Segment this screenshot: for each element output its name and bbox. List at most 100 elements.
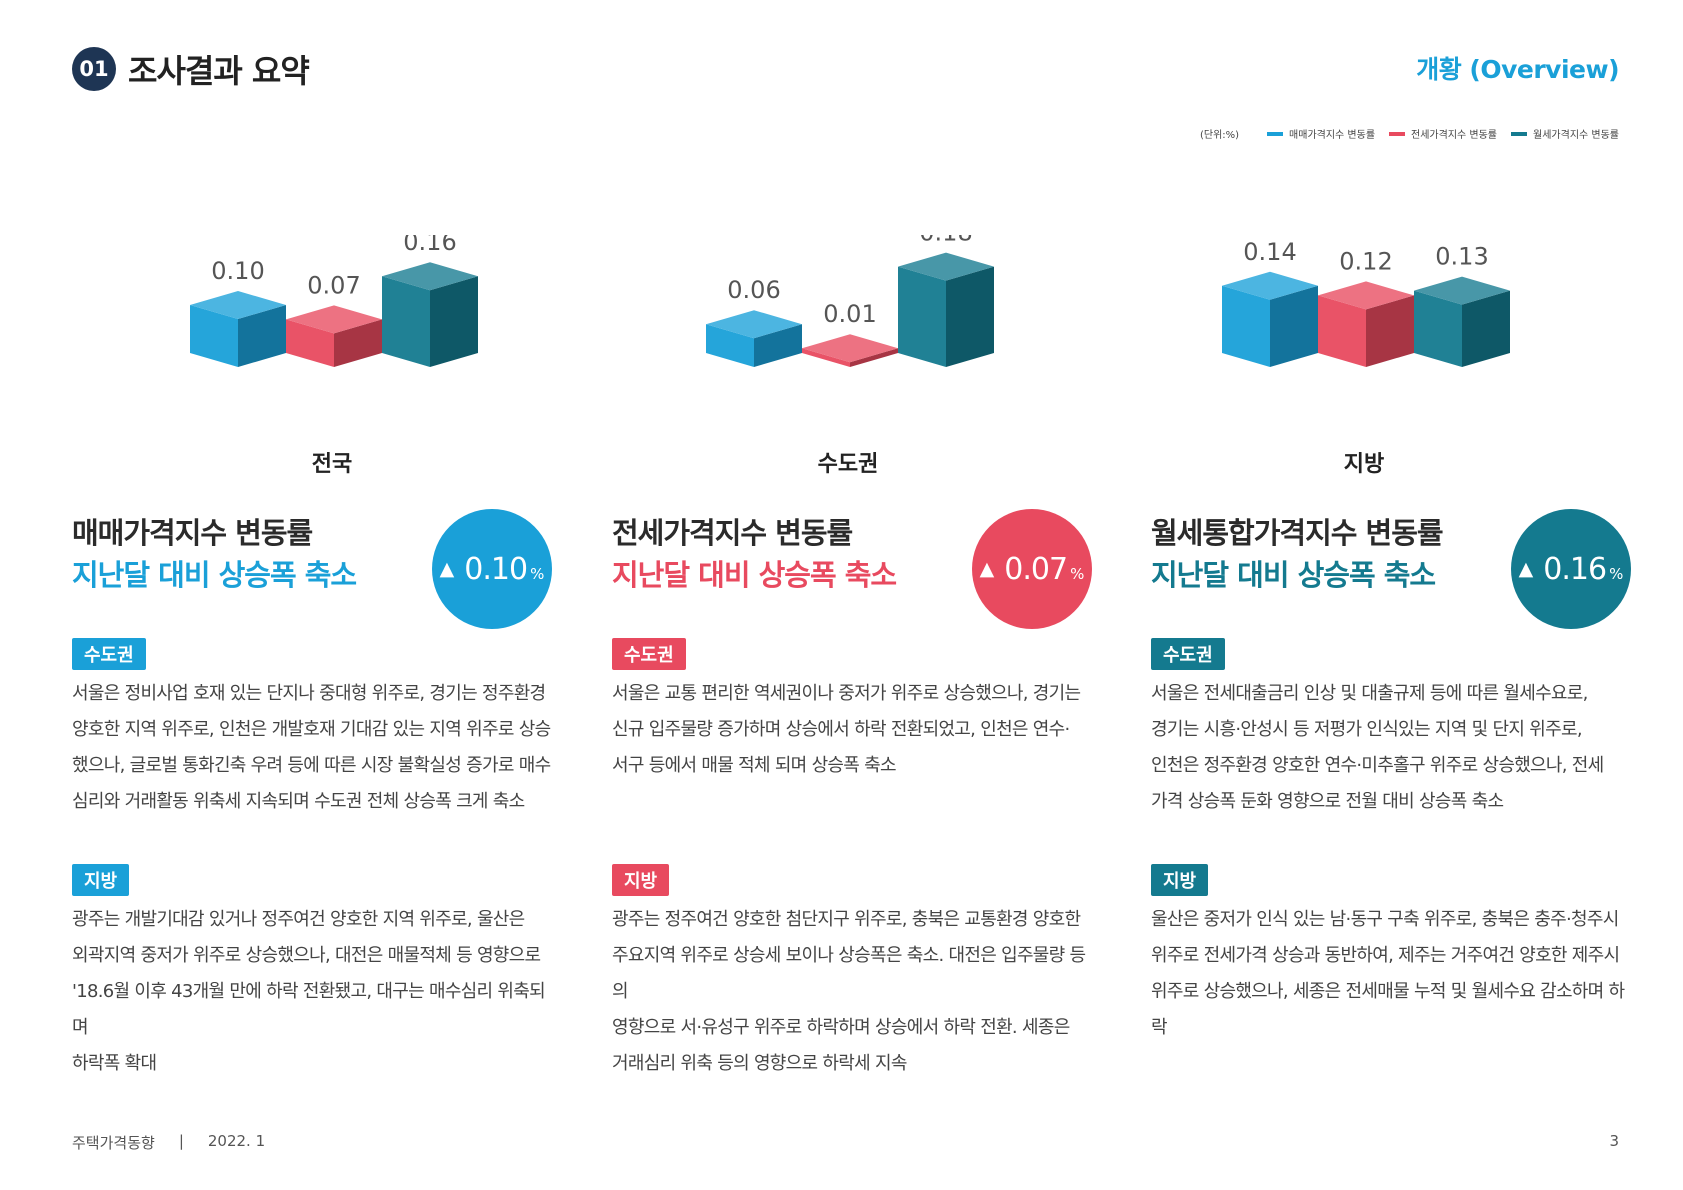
bar-top-face — [190, 291, 286, 319]
section-number-badge: 01 — [72, 47, 116, 91]
column-subtitle: 지난달 대비 상승폭 축소 — [1151, 558, 1436, 592]
page-title: 조사결과 요약 — [128, 52, 310, 90]
bar-right-face — [1270, 285, 1318, 367]
legend-swatch — [1389, 131, 1406, 136]
bar-top-face — [802, 334, 898, 363]
region-label-provinces: 지방 — [1343, 452, 1385, 477]
column-sale: 매매가격지수 변동률 지난달 대비 상승폭 축소 ▲ 0.10 % 수도권 서울… — [72, 509, 552, 1082]
bar-value-label: 0.01 — [823, 300, 876, 328]
overview-label: 개황 (Overview) — [1416, 55, 1619, 84]
capital-area-section: 수도권 서울은 전세대출금리 인상 및 대출규제 등에 따른 월세수요로, 경기… — [1151, 638, 1631, 820]
bar-right-face — [334, 319, 382, 367]
change-rate-value: 0.16 — [1543, 551, 1607, 587]
legend-swatch — [1511, 131, 1528, 136]
bar-jeonse — [286, 305, 382, 367]
bar-value-label: 0.07 — [307, 271, 360, 299]
footer-separator: | — [178, 1132, 184, 1150]
bar-monthly — [1414, 276, 1510, 367]
bar-top-face — [898, 252, 994, 281]
region-label-capital-area: 수도권 — [817, 452, 879, 477]
region-tag: 지방 — [612, 864, 670, 896]
legend-label: 전세가격지수 변동률 — [1411, 130, 1498, 141]
publication-date: 2022. 1 — [207, 1132, 266, 1150]
description-line: 광주는 개발기대감 있거나 정주여건 양호한 지역 위주로, 울산은 — [72, 909, 525, 930]
column-title: 월세통합가격지수 변동률 — [1151, 516, 1444, 550]
column-subtitle: 지난달 대비 상승폭 축소 — [612, 558, 897, 592]
chart-provinces: 0.14 0.12 0.13 — [1212, 235, 1632, 475]
description-line: 서구 등에서 매물 적체 되며 상승폭 축소 — [612, 755, 897, 776]
description-line: 영향으로 서·유성구 위주로 하락하며 상승에서 하락 전환. 세종은 — [612, 1017, 1070, 1038]
up-triangle-icon: ▲ — [979, 558, 995, 580]
footer: 주택가격동향 | 2022. 1 — [72, 1132, 265, 1153]
bar-right-face — [754, 324, 802, 367]
description-line: 외곽지역 중저가 위주로 상승했으나, 대전은 매물적체 등 영향으로 — [72, 945, 541, 966]
section-header: 01 조사결과 요약 — [72, 46, 310, 92]
capital-area-section: 수도권 서울은 정비사업 호재 있는 단지나 중대형 위주로, 경기는 정주환경… — [72, 638, 552, 820]
bar-value-label: 0.13 — [1435, 243, 1488, 271]
bar-right-face — [946, 266, 994, 367]
description-line: 인천은 정주환경 양호한 연수·미추홀구 위주로 상승했으나, 전세 — [1151, 755, 1604, 776]
legend-unit: (단위:%) — [1199, 130, 1240, 141]
bar-left-face — [190, 305, 238, 367]
description-line: 가격 상승폭 둔화 영향으로 전월 대비 상승폭 축소 — [1151, 791, 1504, 812]
change-rate-circle: ▲ 0.16 % — [1511, 509, 1631, 629]
legend-item-monthly: 월세가격지수 변동률 — [1511, 126, 1619, 141]
description-line: 주요지역 위주로 상승세 보이나 상승폭은 축소. 대전은 입주물량 등의 — [612, 945, 1086, 1002]
bar-top-face — [1318, 281, 1414, 310]
legend-item-jeonse: 전세가격지수 변동률 — [1389, 126, 1497, 141]
publication-name: 주택가격동향 — [72, 1134, 155, 1152]
bar-value-label: 0.10 — [211, 257, 264, 285]
bar-right-face — [1462, 290, 1510, 367]
chart-svg: 0.14 0.12 0.13 — [1222, 238, 1510, 367]
legend-item-sale: 매매가격지수 변동률 — [1267, 126, 1375, 141]
bar-monthly — [382, 262, 478, 367]
change-rate-unit: % — [1609, 565, 1624, 583]
bar-monthly — [898, 252, 994, 367]
bar-left-face — [706, 324, 754, 367]
description-line: 서울은 정비사업 호재 있는 단지나 중대형 위주로, 경기는 정주환경 — [72, 683, 546, 704]
bar-left-face — [1222, 285, 1270, 367]
description-line: 위주로 상승했으나, 세종은 전세매물 누적 및 월세수요 감소하며 하락 — [1151, 981, 1625, 1038]
column-title: 전세가격지수 변동률 — [612, 516, 853, 550]
bar-right-face — [430, 276, 478, 367]
chart-capital-area: 0.06 0.01 0.18 — [696, 235, 1116, 475]
provinces-section: 지방 울산은 중저가 인식 있는 남·동구 구축 위주로, 충북은 충주·청주시… — [1151, 864, 1631, 1046]
description-line: 위주로 전세가격 상승과 동반하여, 제주는 거주여건 양호한 제주시 — [1151, 945, 1620, 966]
description-line: 하락폭 확대 — [72, 1053, 157, 1074]
page-number: 3 — [1609, 1132, 1619, 1150]
bar-left-face — [898, 266, 946, 367]
description-line: 서울은 교통 편리한 역세권이나 중저가 위주로 상승했으나, 경기는 — [612, 683, 1081, 704]
bar-sale — [706, 310, 802, 367]
bar-value-label: 0.14 — [1243, 238, 1296, 266]
region-tag: 수도권 — [72, 638, 146, 670]
column-monthly-rent: 월세통합가격지수 변동률 지난달 대비 상승폭 축소 ▲ 0.16 % 수도권 … — [1151, 509, 1631, 1046]
change-rate-value: 0.07 — [1004, 551, 1068, 587]
bar-left-face — [802, 348, 850, 367]
bar-left-face — [1414, 290, 1462, 367]
change-rate-circle: ▲ 0.07 % — [972, 509, 1092, 629]
description-line: 했으나, 글로벌 통화긴축 우려 등에 따른 시장 불확실성 증가로 매수 — [72, 755, 551, 776]
chart-svg: 0.10 0.07 0.16 — [190, 235, 478, 367]
description-line: 심리와 거래활동 위축세 지속되며 수도권 전체 상승폭 크게 축소 — [72, 791, 525, 812]
provinces-section: 지방 광주는 정주여건 양호한 첨단지구 위주로, 충북은 교통환경 양호한 주… — [612, 864, 1092, 1082]
description-line: '18.6월 이후 43개월 만에 하락 전환됐고, 대구는 매수심리 위축되며 — [72, 981, 546, 1038]
up-triangle-icon: ▲ — [439, 558, 455, 580]
capital-area-section: 수도권 서울은 교통 편리한 역세권이나 중저가 위주로 상승했으나, 경기는 … — [612, 638, 1092, 820]
bar-value-label: 0.12 — [1339, 247, 1392, 275]
description-line: 신규 입주물량 증가하며 상승에서 하락 전환되었고, 인천은 연수· — [612, 719, 1070, 740]
change-rate-unit: % — [1070, 565, 1085, 583]
bar-top-face — [286, 305, 382, 334]
region-tag: 지방 — [1151, 864, 1209, 896]
up-triangle-icon: ▲ — [1518, 558, 1534, 580]
legend-label: 매매가격지수 변동률 — [1289, 130, 1376, 141]
bar-left-face — [286, 319, 334, 367]
description-line: 거래심리 위축 등의 영향으로 하락세 지속 — [612, 1053, 907, 1074]
bar-value-label: 0.06 — [727, 276, 780, 304]
legend-swatch — [1267, 131, 1284, 136]
column-subtitle: 지난달 대비 상승폭 축소 — [72, 558, 357, 592]
bar-top-face — [706, 310, 802, 339]
bar-top-face — [1414, 276, 1510, 305]
change-rate-value: 0.10 — [464, 551, 528, 587]
bar-top-face — [382, 262, 478, 291]
description-line: 양호한 지역 위주로, 인천은 개발호재 기대감 있는 지역 위주로 상승 — [72, 719, 551, 740]
